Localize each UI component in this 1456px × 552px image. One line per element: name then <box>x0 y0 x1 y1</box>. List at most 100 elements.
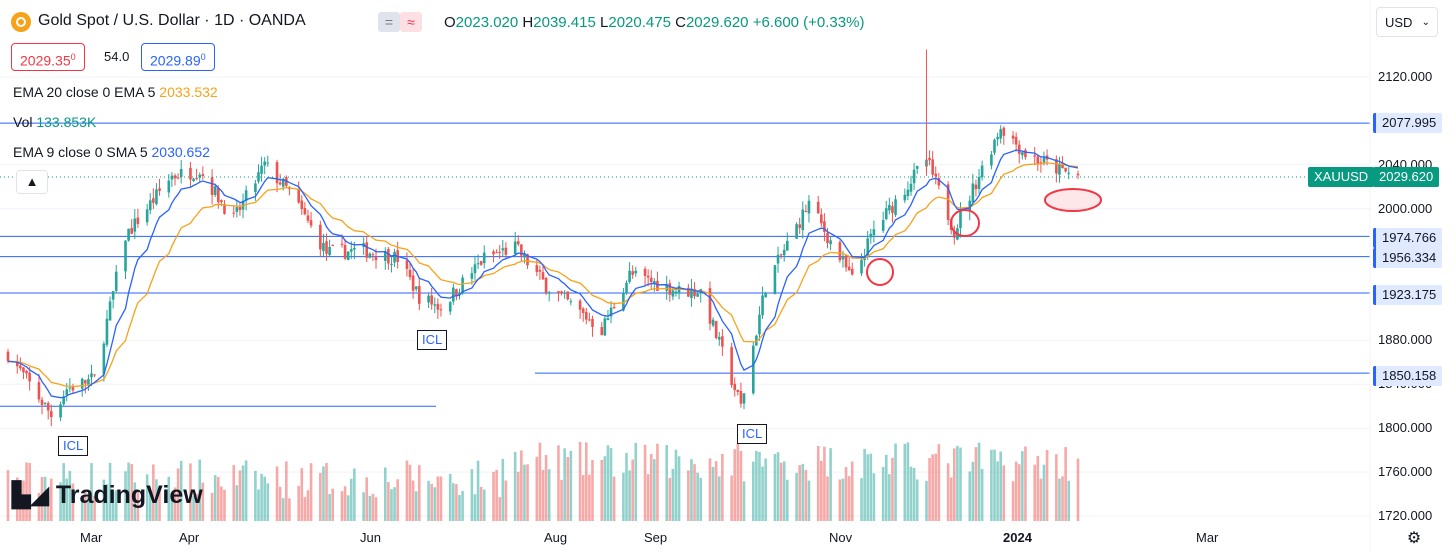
candle-body <box>19 365 22 369</box>
volume-bar <box>254 470 257 521</box>
annotation-circles <box>866 188 1102 286</box>
candle-body <box>297 188 300 203</box>
volume-bar <box>513 451 517 521</box>
candle-body <box>158 188 161 191</box>
indicator-ema9-value: 2030.652 <box>151 144 210 160</box>
y-tick-label: 2000.000 <box>1378 200 1433 216</box>
volume-bar <box>721 454 724 521</box>
volume-bar <box>776 452 780 521</box>
volume-bar <box>405 460 409 521</box>
volume-bar <box>1055 454 1058 521</box>
candle-body <box>1024 150 1027 158</box>
volume-bar <box>544 455 548 521</box>
volume-bar <box>696 472 699 521</box>
candle-body <box>133 218 137 232</box>
candle-body <box>968 200 972 211</box>
buy-price-box[interactable]: 2029.890 <box>141 43 215 71</box>
volume-bar <box>124 471 127 521</box>
volume-bar <box>1058 478 1061 521</box>
volume-bar <box>241 465 245 521</box>
volume-bar <box>625 453 628 521</box>
minimize-icon[interactable]: = <box>378 12 400 32</box>
candle-body <box>606 318 610 321</box>
candle-body <box>829 240 832 245</box>
volume-bar <box>93 495 96 521</box>
candle-body <box>195 178 198 180</box>
candle-body <box>1061 162 1064 169</box>
candle-body <box>223 204 226 214</box>
volume-bar <box>959 447 962 521</box>
volume-bar <box>133 482 137 521</box>
candle-body <box>275 162 279 184</box>
candle-body <box>928 157 931 161</box>
volume-bar <box>816 445 820 521</box>
volume-bar <box>195 493 198 521</box>
volume-bar <box>43 476 47 521</box>
candle-body <box>87 378 90 386</box>
wave-icon[interactable]: ≈ <box>400 12 422 32</box>
volume-bar <box>956 445 959 521</box>
volume-bar <box>934 453 938 521</box>
symbol-title[interactable]: Gold Spot / U.S. Dollar · 1D · OANDA <box>38 12 306 29</box>
volume-bar <box>281 498 285 521</box>
candle-body <box>6 351 10 362</box>
volume-bar <box>371 494 375 521</box>
volume-bar <box>46 496 50 521</box>
candle-body <box>108 301 112 321</box>
ohlc-c-label: C <box>675 14 686 31</box>
volume-bar <box>28 463 31 521</box>
x-tick-label: Sep <box>644 530 668 545</box>
candle-body <box>736 389 740 392</box>
candle-body <box>179 168 183 177</box>
bid-price-sup: 0 <box>70 52 76 62</box>
candle-body <box>281 178 285 187</box>
volume-bar <box>1017 464 1021 521</box>
volume-bar <box>84 490 87 521</box>
volume-bar <box>346 495 350 521</box>
volume-bar <box>430 483 433 521</box>
volume-bar <box>807 480 811 521</box>
volume-bar <box>584 442 588 521</box>
volume-bar <box>1036 455 1040 521</box>
candle-body <box>677 286 681 294</box>
ohlc-open: 2023.020 <box>455 14 519 31</box>
candle-body <box>946 184 950 221</box>
candle-body <box>238 207 242 211</box>
volume-bar <box>996 461 999 521</box>
candle-body <box>977 176 981 189</box>
sell-price-box[interactable]: 2029.350 <box>11 43 85 71</box>
currency-select[interactable]: USD ⌄ <box>1376 7 1438 37</box>
candle-body <box>452 287 455 302</box>
candle-body <box>631 271 634 275</box>
candle-body <box>912 169 916 184</box>
candle-body <box>244 190 248 201</box>
volume-bar <box>504 480 508 521</box>
volume-bar <box>872 473 876 521</box>
indicator-ema20[interactable]: EMA 20 close 0 EMA 5 2033.532 <box>13 84 218 100</box>
indicator-ema20-value: 2033.532 <box>159 84 218 100</box>
volume-bar <box>693 464 696 521</box>
gear-icon[interactable]: ⚙ <box>1406 530 1422 547</box>
candle-body <box>581 308 585 313</box>
collapse-indicators-button[interactable]: ▲ <box>16 170 48 194</box>
volume-bar <box>968 471 972 521</box>
volume-bar <box>711 466 715 521</box>
candle-body <box>353 247 356 250</box>
indicator-volume[interactable]: Vol 133.853K <box>13 114 96 130</box>
volume-bar <box>216 476 220 521</box>
volume-bar <box>102 479 106 521</box>
level-tag: 1850.158 <box>1373 366 1443 386</box>
volume-bar <box>49 478 53 521</box>
volume-bar <box>145 474 149 521</box>
volume-bar <box>470 469 474 521</box>
volume-bar <box>869 453 873 521</box>
volume-bar <box>733 449 737 521</box>
volume-bar <box>993 449 996 521</box>
candle-body <box>993 139 996 153</box>
volume-bar <box>578 441 582 521</box>
volume-bar <box>668 477 672 521</box>
volume-bar <box>826 476 829 521</box>
candle-body <box>786 240 789 251</box>
indicator-ema9[interactable]: EMA 9 close 0 SMA 5 2030.652 <box>13 144 210 160</box>
